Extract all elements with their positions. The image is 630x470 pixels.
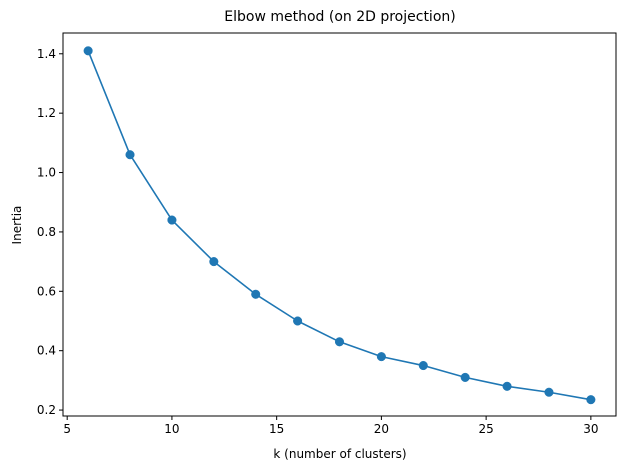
x-tick-label: 5 xyxy=(63,422,71,436)
data-point xyxy=(251,289,261,299)
y-tick-label: 0.6 xyxy=(37,284,56,298)
x-axis-label: k (number of clusters) xyxy=(273,447,406,461)
y-tick-label: 0.4 xyxy=(37,344,56,358)
y-tick-label: 1.2 xyxy=(37,106,56,120)
data-point xyxy=(209,257,219,267)
y-axis-label: Inertia xyxy=(10,206,24,245)
chart-title: Elbow method (on 2D projection) xyxy=(224,9,455,25)
x-axis: 5 10 15 20 25 30 xyxy=(63,416,599,436)
y-tick-label: 0.8 xyxy=(37,225,56,239)
data-point xyxy=(334,337,345,347)
data-point xyxy=(83,46,93,56)
y-tick-label: 1.0 xyxy=(37,166,56,180)
x-tick-label: 30 xyxy=(583,422,598,436)
y-tick-label: 0.2 xyxy=(37,403,56,417)
x-tick-label: 25 xyxy=(478,422,493,436)
y-tick-label: 1.4 xyxy=(37,47,56,61)
series-layer xyxy=(83,46,596,405)
data-point xyxy=(418,360,428,371)
x-tick-label: 20 xyxy=(374,422,389,436)
data-point xyxy=(125,150,135,160)
data-point xyxy=(502,381,512,391)
data-point xyxy=(293,316,303,326)
data-point xyxy=(376,352,386,362)
data-point xyxy=(460,372,470,382)
x-tick-label: 10 xyxy=(164,422,179,436)
data-point xyxy=(167,215,177,225)
x-tick-label: 15 xyxy=(269,422,284,436)
data-point xyxy=(544,387,554,397)
data-point xyxy=(586,395,596,405)
y-axis: 0.2 0.4 0.6 0.8 1.0 1.2 1.4 xyxy=(37,47,63,417)
plot-frame xyxy=(62,32,617,417)
plot-area: 5 10 15 20 25 30 0.2 0.4 0.6 0.8 1.0 1.2 1.4 xyxy=(37,32,617,436)
